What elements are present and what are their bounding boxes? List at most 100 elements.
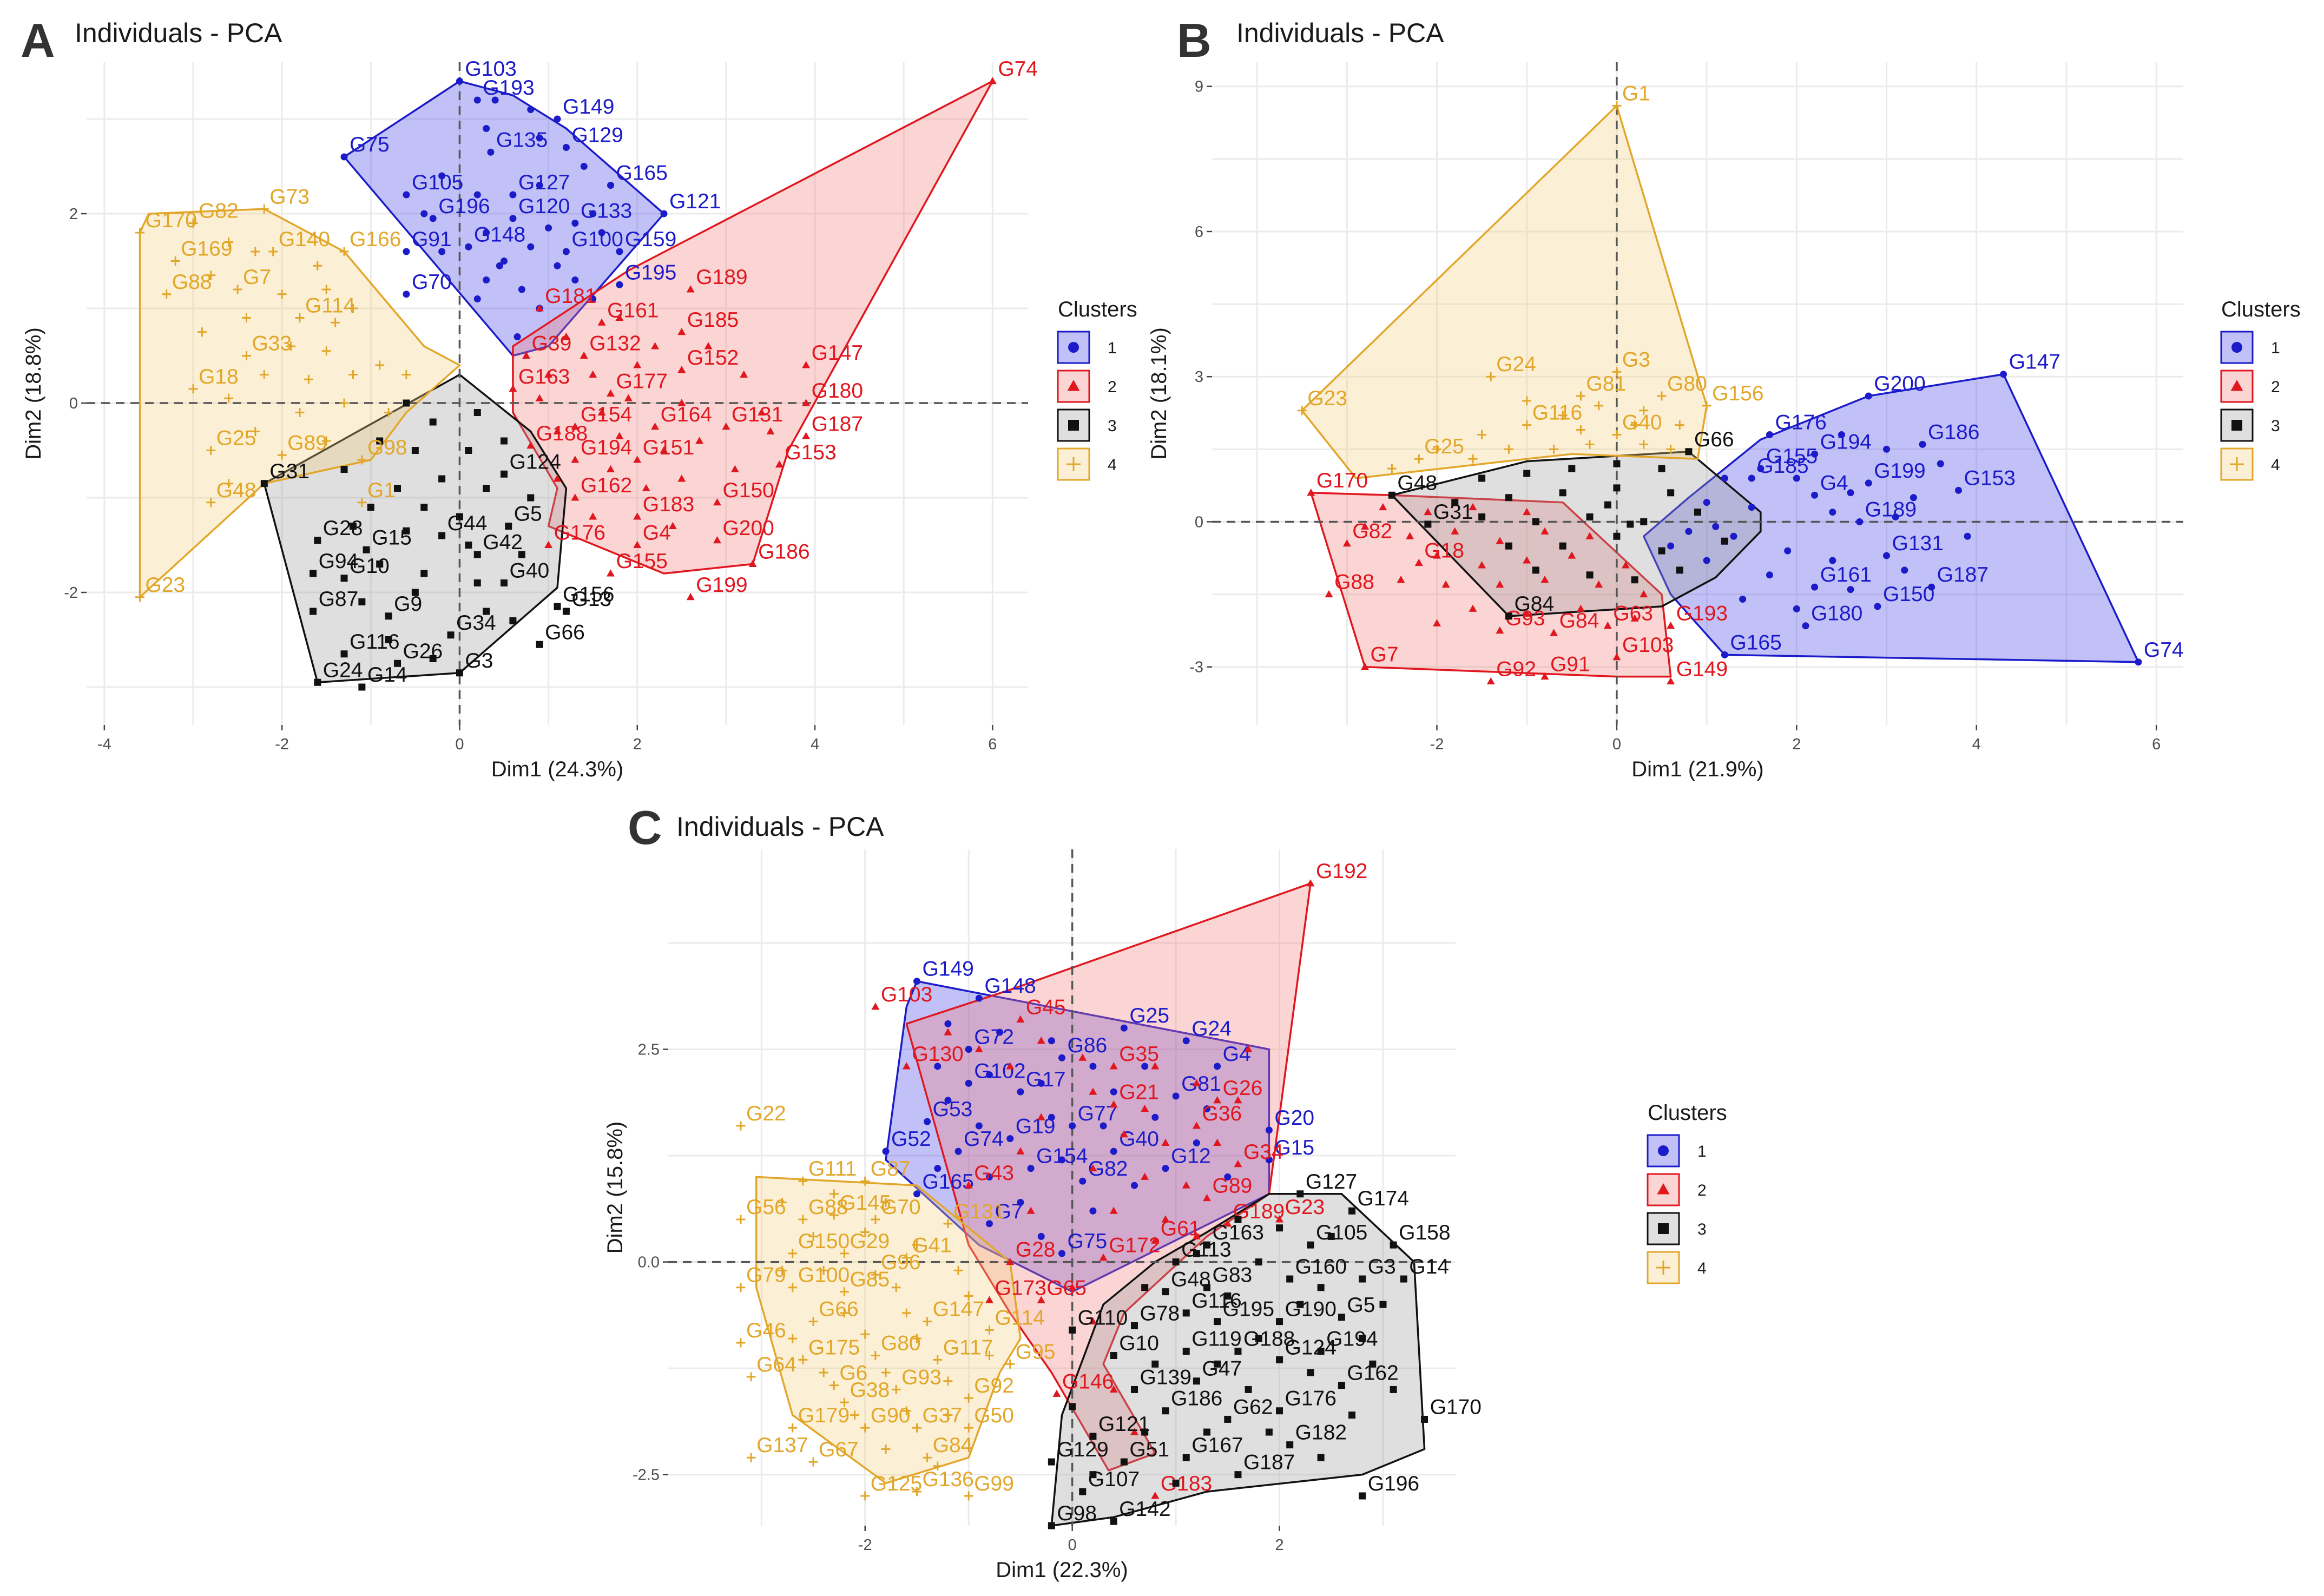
point-label: G72 [974, 1025, 1014, 1048]
point-marker [1214, 1063, 1221, 1070]
point-label: G156 [1712, 382, 1763, 405]
point-label: G167 [1191, 1434, 1243, 1457]
point-label: G40 [1119, 1127, 1159, 1151]
point-marker [1594, 401, 1604, 411]
point-marker [1658, 1223, 1669, 1234]
point-marker [1829, 557, 1836, 564]
point-marker [1058, 1156, 1065, 1164]
point-marker [1361, 662, 1370, 670]
point-marker [438, 248, 446, 255]
gridlines [1212, 62, 2183, 725]
point-marker [1182, 1037, 1190, 1045]
legend-title: Clusters [1058, 298, 1137, 321]
point-marker [340, 575, 348, 582]
point-marker [1540, 527, 1549, 535]
point-marker [1496, 580, 1504, 588]
point-marker [385, 636, 392, 643]
point-marker [1559, 489, 1566, 497]
point-marker [580, 351, 588, 359]
point-marker [1110, 1352, 1117, 1360]
point-label: G87 [871, 1157, 911, 1180]
point-label: G187 [1937, 563, 1989, 586]
point-label: G66 [819, 1298, 859, 1321]
point-label: G98 [367, 436, 407, 459]
point-marker [1359, 1335, 1366, 1342]
point-label: G131 [1892, 532, 1944, 555]
point-label: G61 [1161, 1217, 1201, 1240]
point-marker [589, 370, 597, 378]
point-label: G189 [696, 266, 747, 289]
point-marker [438, 172, 446, 180]
point-marker [394, 659, 401, 667]
y-tick-label: 2.5 [638, 1041, 660, 1058]
point-label: G20 [1274, 1106, 1314, 1130]
point-label: G24 [323, 658, 363, 682]
point-label: G81 [1181, 1072, 1221, 1096]
cluster-1-points: G149 G148 G25 G24 G72 G86 G4 G102 G17 G81 G20 G53 G1… [882, 958, 1314, 1257]
point-marker [571, 276, 579, 283]
point-marker [403, 399, 410, 407]
point-label: G17 [1026, 1068, 1066, 1091]
point-marker [1441, 580, 1450, 588]
point-marker [1026, 1206, 1035, 1214]
point-marker [1006, 1257, 1015, 1265]
point-marker [713, 498, 721, 506]
point-label: G175 [808, 1336, 860, 1359]
point-marker [766, 427, 775, 435]
cluster-2-hull [1310, 492, 1672, 678]
point-marker [420, 570, 428, 577]
point-marker [1910, 494, 1917, 502]
point-marker [788, 1423, 798, 1433]
point-label: G116 [1532, 401, 1583, 425]
point-marker [651, 422, 660, 430]
point-marker [775, 460, 784, 468]
x-tick-label: 2 [1275, 1536, 1283, 1554]
point-marker [1694, 509, 1701, 516]
point-marker [473, 409, 481, 416]
point-marker [695, 437, 704, 444]
point-marker [1141, 1104, 1149, 1112]
point-marker [589, 295, 597, 302]
point-marker [1784, 547, 1792, 555]
point-marker [1486, 677, 1495, 685]
point-marker [1811, 491, 1819, 499]
point-marker [286, 341, 295, 351]
point-marker [1110, 1088, 1117, 1096]
point-label: G117 [943, 1336, 993, 1359]
point-marker [1640, 590, 1648, 598]
point-label: G180 [1811, 602, 1862, 625]
point-marker [375, 360, 385, 370]
point-marker [1162, 1288, 1169, 1296]
point-label: G34 [1243, 1140, 1283, 1164]
point-marker [1847, 489, 1854, 497]
point-label: G149 [1676, 658, 1728, 681]
point-label: G5 [1347, 1294, 1375, 1317]
point-marker [259, 370, 269, 379]
point-marker [881, 1445, 891, 1454]
point-marker [1532, 518, 1539, 525]
point-label: G92 [1496, 658, 1536, 681]
point-marker [251, 427, 260, 436]
point-label: G180 [812, 379, 863, 403]
y-tick-label: 0.0 [638, 1254, 660, 1271]
point-label: G181 [545, 285, 596, 308]
point-marker [1109, 1062, 1118, 1070]
point-label: G74 [964, 1127, 1004, 1151]
point-marker [730, 465, 739, 473]
point-marker [429, 655, 437, 662]
point-marker [571, 220, 579, 227]
point-marker [1306, 879, 1315, 887]
point-label: G82 [1352, 520, 1392, 543]
point-marker [1099, 1253, 1108, 1261]
point-marker [1451, 499, 1459, 506]
point-marker [1496, 537, 1504, 544]
point-marker [363, 546, 370, 553]
point-marker [802, 361, 811, 368]
point-marker [1468, 454, 1478, 464]
point-label: G47 [1202, 1357, 1242, 1381]
point-marker [598, 229, 605, 236]
point-marker [1286, 1275, 1294, 1283]
point-label: G176 [1775, 411, 1826, 434]
point-marker [2230, 380, 2243, 391]
